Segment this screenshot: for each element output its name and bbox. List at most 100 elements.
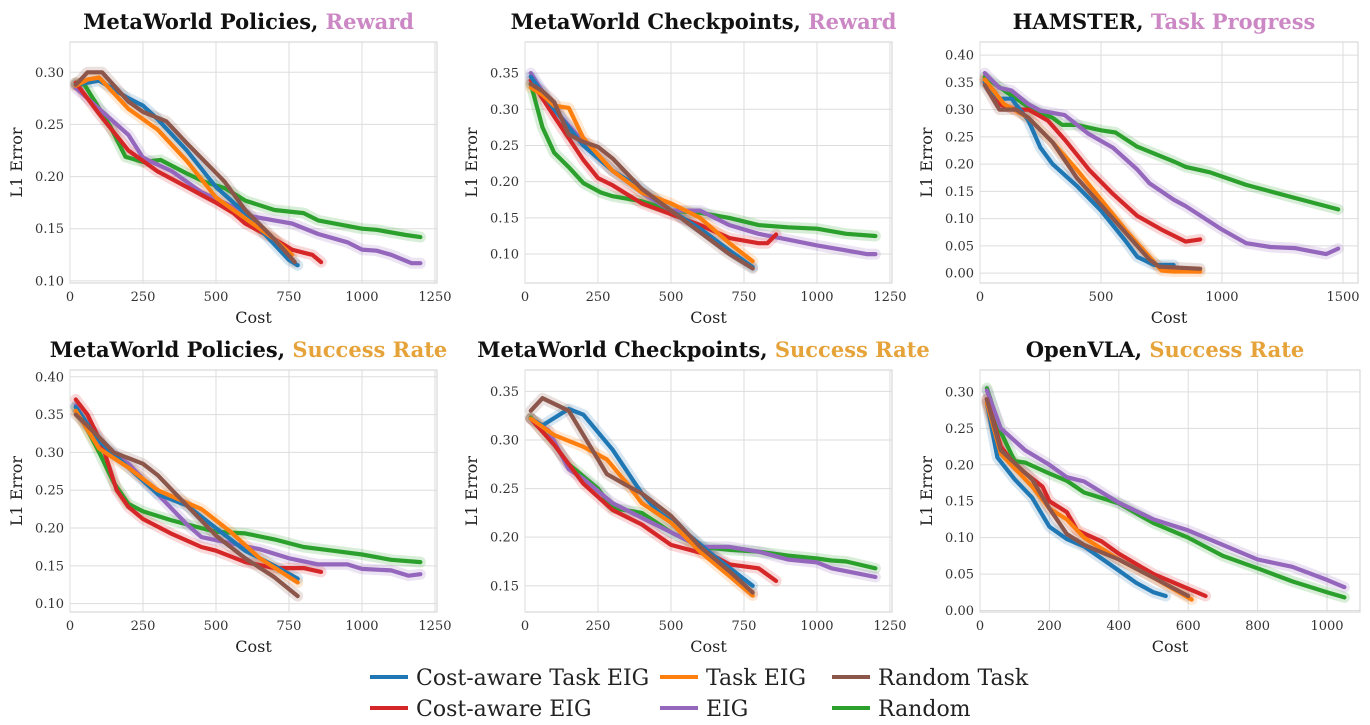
x-tick-label: 1250 <box>873 619 906 634</box>
subplot: 0 200 400 600 800 1000 0.00 0.05 0.10 0.15 0.20 0.2… <box>917 337 1361 656</box>
x-tick-label: 0 <box>66 290 74 305</box>
plot-area <box>69 41 438 284</box>
x-tick-label: 750 <box>277 290 302 305</box>
title-highlight: Success Rate <box>292 337 447 362</box>
y-tick-label: 0.10 <box>35 274 64 289</box>
x-axis-label: Cost <box>1151 308 1188 327</box>
subplot-title: MetaWorld Policies, Success Rate <box>50 337 448 362</box>
legend-label: Cost-aware EIG <box>416 697 592 722</box>
x-axis-label: Cost <box>1152 637 1189 656</box>
y-tick-label: 0.10 <box>490 248 519 263</box>
title-main: MetaWorld Policies, <box>83 9 326 34</box>
y-tick-label: 0.15 <box>945 495 974 510</box>
x-axis-label: Cost <box>690 308 727 327</box>
y-tick-label: 0.25 <box>35 484 64 499</box>
series-line-task-eig <box>73 408 300 585</box>
x-tick-label: 1250 <box>873 290 906 305</box>
x-tick-label: 750 <box>277 619 302 634</box>
x-tick-label: 0 <box>976 290 984 305</box>
series-line-task-eig <box>528 416 755 598</box>
series-line-random <box>73 80 423 240</box>
y-tick-label: 0.10 <box>35 597 64 612</box>
x-tick-label: 600 <box>1176 619 1201 634</box>
series-line-cost-aware-task-eig <box>982 80 1176 268</box>
y-tick-label: 0.40 <box>35 370 64 385</box>
y-tick-label: 0.30 <box>490 103 519 118</box>
y-tick-label: 0.10 <box>945 531 974 546</box>
x-tick-label: 1000 <box>345 290 378 305</box>
y-tick-label: 0.40 <box>945 49 974 64</box>
x-tick-label: 1250 <box>418 619 451 634</box>
legend-item: EIG <box>660 697 748 722</box>
title-main: HAMSTER, <box>1013 9 1151 34</box>
series-line-task-eig <box>528 85 755 264</box>
y-tick-label: 0.25 <box>35 118 64 133</box>
x-tick-label: 250 <box>131 619 156 634</box>
x-tick-label: 1000 <box>800 290 833 305</box>
series-line-task-eig <box>73 75 294 257</box>
x-tick-label: 0 <box>66 619 74 634</box>
title-highlight: Success Rate <box>775 337 930 362</box>
title-main: MetaWorld Checkpoints, <box>511 9 809 34</box>
y-tick-label: 0.20 <box>35 170 64 185</box>
x-tick-label: 0 <box>521 619 529 634</box>
x-axis-label: Cost <box>235 637 272 656</box>
x-axis-label: Cost <box>690 637 727 656</box>
legend-label: Task EIG <box>706 666 806 691</box>
legend-item: Cost-aware EIG <box>370 697 592 722</box>
title-main: MetaWorld Policies, <box>50 337 293 362</box>
x-tick-label: 0 <box>521 290 529 305</box>
y-tick-label: 0.30 <box>35 66 64 81</box>
y-tick-label: 0.25 <box>945 130 974 145</box>
legend: Cost-aware Task EIG Task EIG Random Task Co… <box>370 666 1029 722</box>
x-tick-label: 1000 <box>1310 619 1343 634</box>
x-tick-label: 750 <box>732 290 757 305</box>
y-tick-label: 0.00 <box>945 604 974 619</box>
y-axis-label: L1 Error <box>7 456 26 527</box>
x-tick-label: 0 <box>976 619 984 634</box>
series-line-eig <box>982 70 1341 257</box>
y-tick-label: 0.20 <box>490 531 519 546</box>
series-line-random-task <box>73 70 297 265</box>
series-line-eig <box>984 388 1347 590</box>
y-axis-label: L1 Error <box>917 127 936 198</box>
y-tick-label: 0.15 <box>490 579 519 594</box>
legend-label: Random Task <box>878 666 1029 691</box>
title-highlight: Task Progress <box>1151 9 1316 34</box>
x-tick-label: 500 <box>659 290 684 305</box>
y-axis-label: L1 Error <box>7 127 26 198</box>
subplot-title: MetaWorld Checkpoints, Reward <box>511 9 897 34</box>
y-tick-label: 0.30 <box>945 103 974 118</box>
series-line-cost-aware-eig <box>73 80 324 265</box>
y-tick-label: 0.20 <box>35 522 64 537</box>
x-tick-label: 250 <box>586 290 611 305</box>
y-tick-label: 0.25 <box>490 482 519 497</box>
x-tick-label: 1000 <box>345 619 378 634</box>
y-axis-label: L1 Error <box>462 127 481 198</box>
y-tick-label: 0.35 <box>490 385 519 400</box>
title-highlight: Reward <box>326 9 415 34</box>
x-tick-label: 500 <box>204 290 229 305</box>
plot-area <box>524 369 893 613</box>
series-line-random <box>528 81 878 239</box>
y-tick-label: 0.15 <box>35 559 64 574</box>
x-tick-label: 250 <box>131 290 156 305</box>
legend-label: Cost-aware Task EIG <box>416 666 649 691</box>
x-tick-label: 250 <box>586 619 611 634</box>
subplot: 0 500 1000 1500 0.00 0.05 0.10 0.15 0.20 0.25 0.30… <box>917 9 1360 327</box>
y-tick-label: 0.15 <box>945 185 974 200</box>
series-line-random-task <box>528 396 755 595</box>
subplot: 0 250 500 750 1000 1250 0.15 0.20 0.25 0.30 0.35 Co… <box>462 337 930 656</box>
series-line-random-task <box>528 81 755 271</box>
y-tick-label: 0.05 <box>945 568 974 583</box>
title-main: OpenVLA, <box>1026 337 1150 362</box>
x-tick-label: 400 <box>1106 619 1131 634</box>
x-tick-label: 500 <box>659 619 684 634</box>
x-tick-label: 1500 <box>1326 290 1359 305</box>
y-tick-label: 0.25 <box>945 422 974 437</box>
title-main: MetaWorld Checkpoints, <box>477 337 775 362</box>
y-tick-label: 0.25 <box>490 139 519 154</box>
subplot: 0 250 500 750 1000 1250 0.10 0.15 0.20 0.25 0.30 Co… <box>7 9 452 327</box>
y-tick-label: 0.20 <box>945 158 974 173</box>
